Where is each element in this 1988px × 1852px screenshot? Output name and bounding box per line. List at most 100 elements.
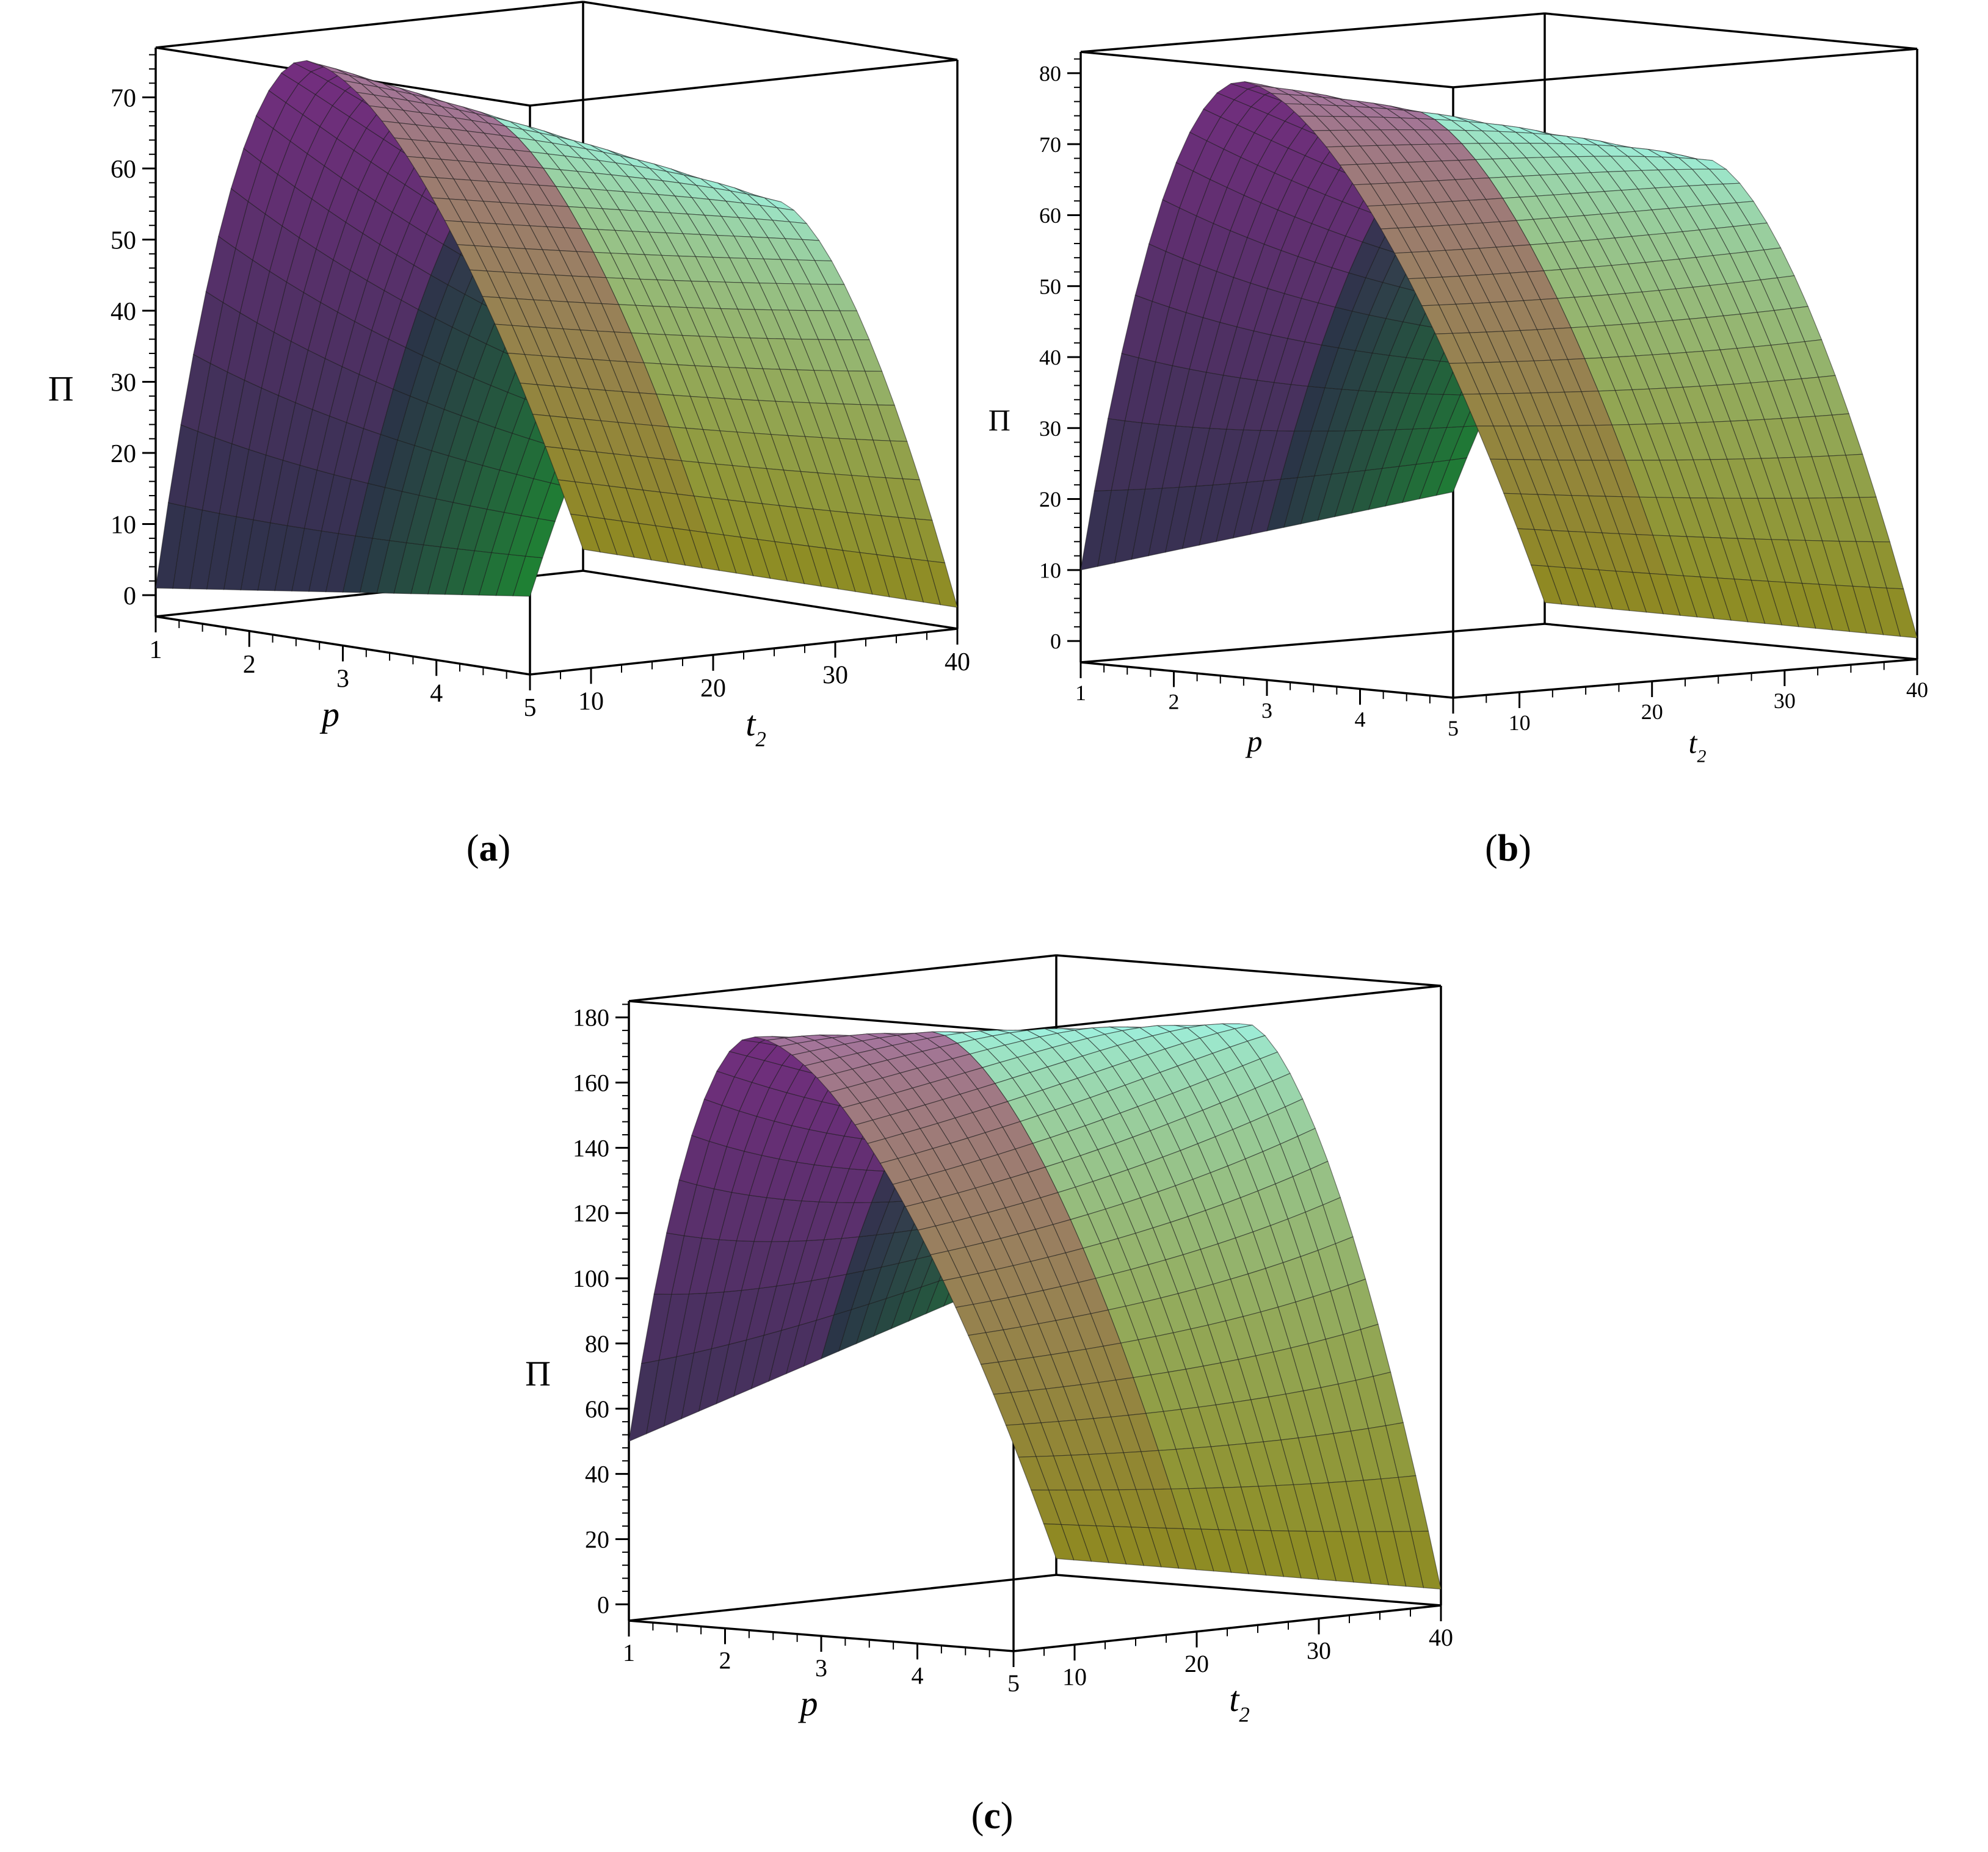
t2-tick-label: 20 [1641, 700, 1663, 724]
p-tick-label: 3 [815, 1654, 827, 1682]
t2-tick-label: 40 [1429, 1624, 1453, 1651]
z-tick-label: 20 [1039, 487, 1061, 512]
axis-ticks: 0 10 20 30 40 50 60 70 80 1 2 3 4 5 10 20 30 40 [1039, 58, 1928, 740]
caption-c: (c) [971, 1795, 1014, 1837]
box-edge-top-back-left [155, 1, 584, 49]
z-tick-label: 0 [1050, 629, 1061, 654]
surface-plot-a: 0 10 20 30 40 50 60 70 1 2 3 4 5 10 20 30 40 p t2 Π [48, 1, 970, 751]
t2-tick-label: 20 [700, 675, 726, 703]
box-edge-back-floor-right [1056, 1574, 1442, 1607]
box-edge-top-front-right [529, 59, 958, 107]
z-tick-label: 10 [1039, 558, 1061, 582]
surface-mesh [1080, 81, 1918, 638]
p-tick-label: 4 [1355, 707, 1366, 732]
z-tick-label: 70 [1039, 132, 1061, 157]
p-tick-label: 5 [524, 694, 537, 722]
pi-axis-title: Π [48, 369, 74, 408]
t2-axis-title: t2 [1229, 1679, 1250, 1726]
t2-tick-label: 10 [1509, 711, 1531, 735]
surface-plot-c: 0 20 40 60 80 100 120 140 160 180 1 2 3 4 5 10 20 30 40 p t2… [525, 954, 1453, 1727]
box-edge-back-floor-right [1544, 623, 1918, 660]
t2-tick-label: 30 [1307, 1637, 1331, 1664]
t2-axis-subscript: 2 [1697, 747, 1706, 767]
p-axis-title: p [798, 1684, 818, 1723]
p-tick-label: 1 [623, 1639, 635, 1666]
panel-a: 0 10 20 30 40 50 60 70 1 2 3 4 5 10 20 30 40 p t2 Π [0, 0, 977, 885]
panel-c: 0 20 40 60 80 100 120 140 160 180 1 2 3 4 5 10 20 30 40 p t2… [476, 940, 1514, 1795]
surface-mesh [628, 1023, 1442, 1590]
p-tick-label: 3 [336, 665, 349, 693]
t2-tick-label: 20 [1184, 1650, 1209, 1677]
p-tick-label: 3 [1261, 698, 1272, 723]
z-tick-label: 30 [111, 369, 136, 397]
p-tick-label: 2 [243, 651, 256, 679]
panel-b: 0 10 20 30 40 50 60 70 80 1 2 3 4 5 10 20 30 40 p t2 Π [977, 0, 1988, 885]
p-tick-label: 1 [150, 636, 162, 664]
p-tick-label: 2 [719, 1647, 731, 1674]
t2-axis-subscript: 2 [755, 728, 766, 751]
p-tick-label: 4 [430, 679, 443, 707]
t2-axis-title: t2 [1689, 726, 1707, 767]
surface-cell [570, 513, 601, 553]
t2-tick-label: 10 [578, 687, 604, 715]
z-tick-label: 50 [1039, 274, 1061, 298]
z-tick-label: 60 [1039, 203, 1061, 228]
surface-mesh [155, 60, 958, 608]
z-tick-label: 40 [1039, 345, 1061, 370]
z-tick-label: 80 [585, 1330, 609, 1358]
p-tick-label: 5 [1007, 1669, 1020, 1697]
z-tick-label: 40 [111, 298, 136, 326]
z-tick-label: 100 [573, 1265, 609, 1292]
surface-cell [1043, 1523, 1075, 1561]
z-tick-label: 60 [111, 156, 136, 184]
z-tick-label: 60 [585, 1395, 609, 1423]
t2-tick-label: 30 [1774, 689, 1796, 713]
t2-tick-label: 40 [1906, 678, 1928, 702]
z-tick-label: 30 [1039, 416, 1061, 441]
p-tick-label: 5 [1448, 716, 1459, 740]
box-edge-back-floor-left [1080, 623, 1545, 664]
t2-axis-subscript: 2 [1239, 1703, 1249, 1727]
t2-tick-label: 30 [822, 661, 848, 689]
z-tick-label: 160 [573, 1069, 609, 1097]
axis-ticks: 0 20 40 60 80 100 120 140 160 180 1 2 3 4 5 10 20 30 40 [573, 1004, 1453, 1697]
z-tick-label: 0 [123, 582, 136, 610]
p-tick-label: 1 [1075, 681, 1086, 705]
z-tick-label: 10 [111, 511, 136, 539]
caption-a: (a) [466, 828, 511, 869]
z-tick-label: 20 [585, 1525, 609, 1553]
pi-axis-title: Π [525, 1353, 551, 1393]
surface-cell [1530, 565, 1562, 605]
z-tick-label: 140 [573, 1134, 609, 1162]
pi-axis-title: Π [989, 403, 1010, 437]
box-edge-back-floor-left [628, 1574, 1057, 1622]
t2-axis-title: t2 [746, 704, 766, 751]
box-edge-top-front-right [1013, 985, 1442, 1033]
z-tick-label: 50 [111, 226, 136, 255]
t2-tick-label: 10 [1062, 1663, 1087, 1690]
z-tick-label: 40 [585, 1461, 609, 1488]
z-tick-label: 180 [573, 1004, 609, 1032]
p-tick-label: 4 [912, 1662, 924, 1690]
z-tick-label: 0 [597, 1591, 609, 1618]
box-edge-top-back-right [1544, 12, 1918, 50]
t2-tick-label: 40 [945, 648, 970, 676]
box-edge-top-back-right [582, 1, 958, 61]
z-tick-label: 70 [111, 84, 136, 112]
caption-b: (b) [1485, 828, 1531, 869]
box-edge-top-front-left [628, 1000, 1014, 1033]
box-edge-top-back-left [1080, 12, 1545, 53]
p-axis-title: p [1246, 724, 1263, 758]
box-edge-top-back-left [628, 954, 1057, 1002]
p-axis-title: p [319, 694, 339, 734]
box-edge-back-floor-right [582, 570, 958, 630]
box-edge-top-front-right [1453, 48, 1918, 89]
z-tick-label: 120 [573, 1199, 609, 1227]
axis-ticks: 0 10 20 30 40 50 60 70 1 2 3 4 5 10 20 30 40 [111, 54, 970, 722]
surface-plot-b: 0 10 20 30 40 50 60 70 80 1 2 3 4 5 10 20 30 40 p t2 Π [989, 12, 1928, 767]
p-tick-label: 2 [1169, 690, 1180, 714]
box-edge-top-front-left [1080, 51, 1454, 89]
box-edge-top-back-right [1056, 954, 1442, 987]
z-tick-label: 80 [1039, 61, 1061, 85]
z-tick-label: 20 [111, 440, 136, 468]
